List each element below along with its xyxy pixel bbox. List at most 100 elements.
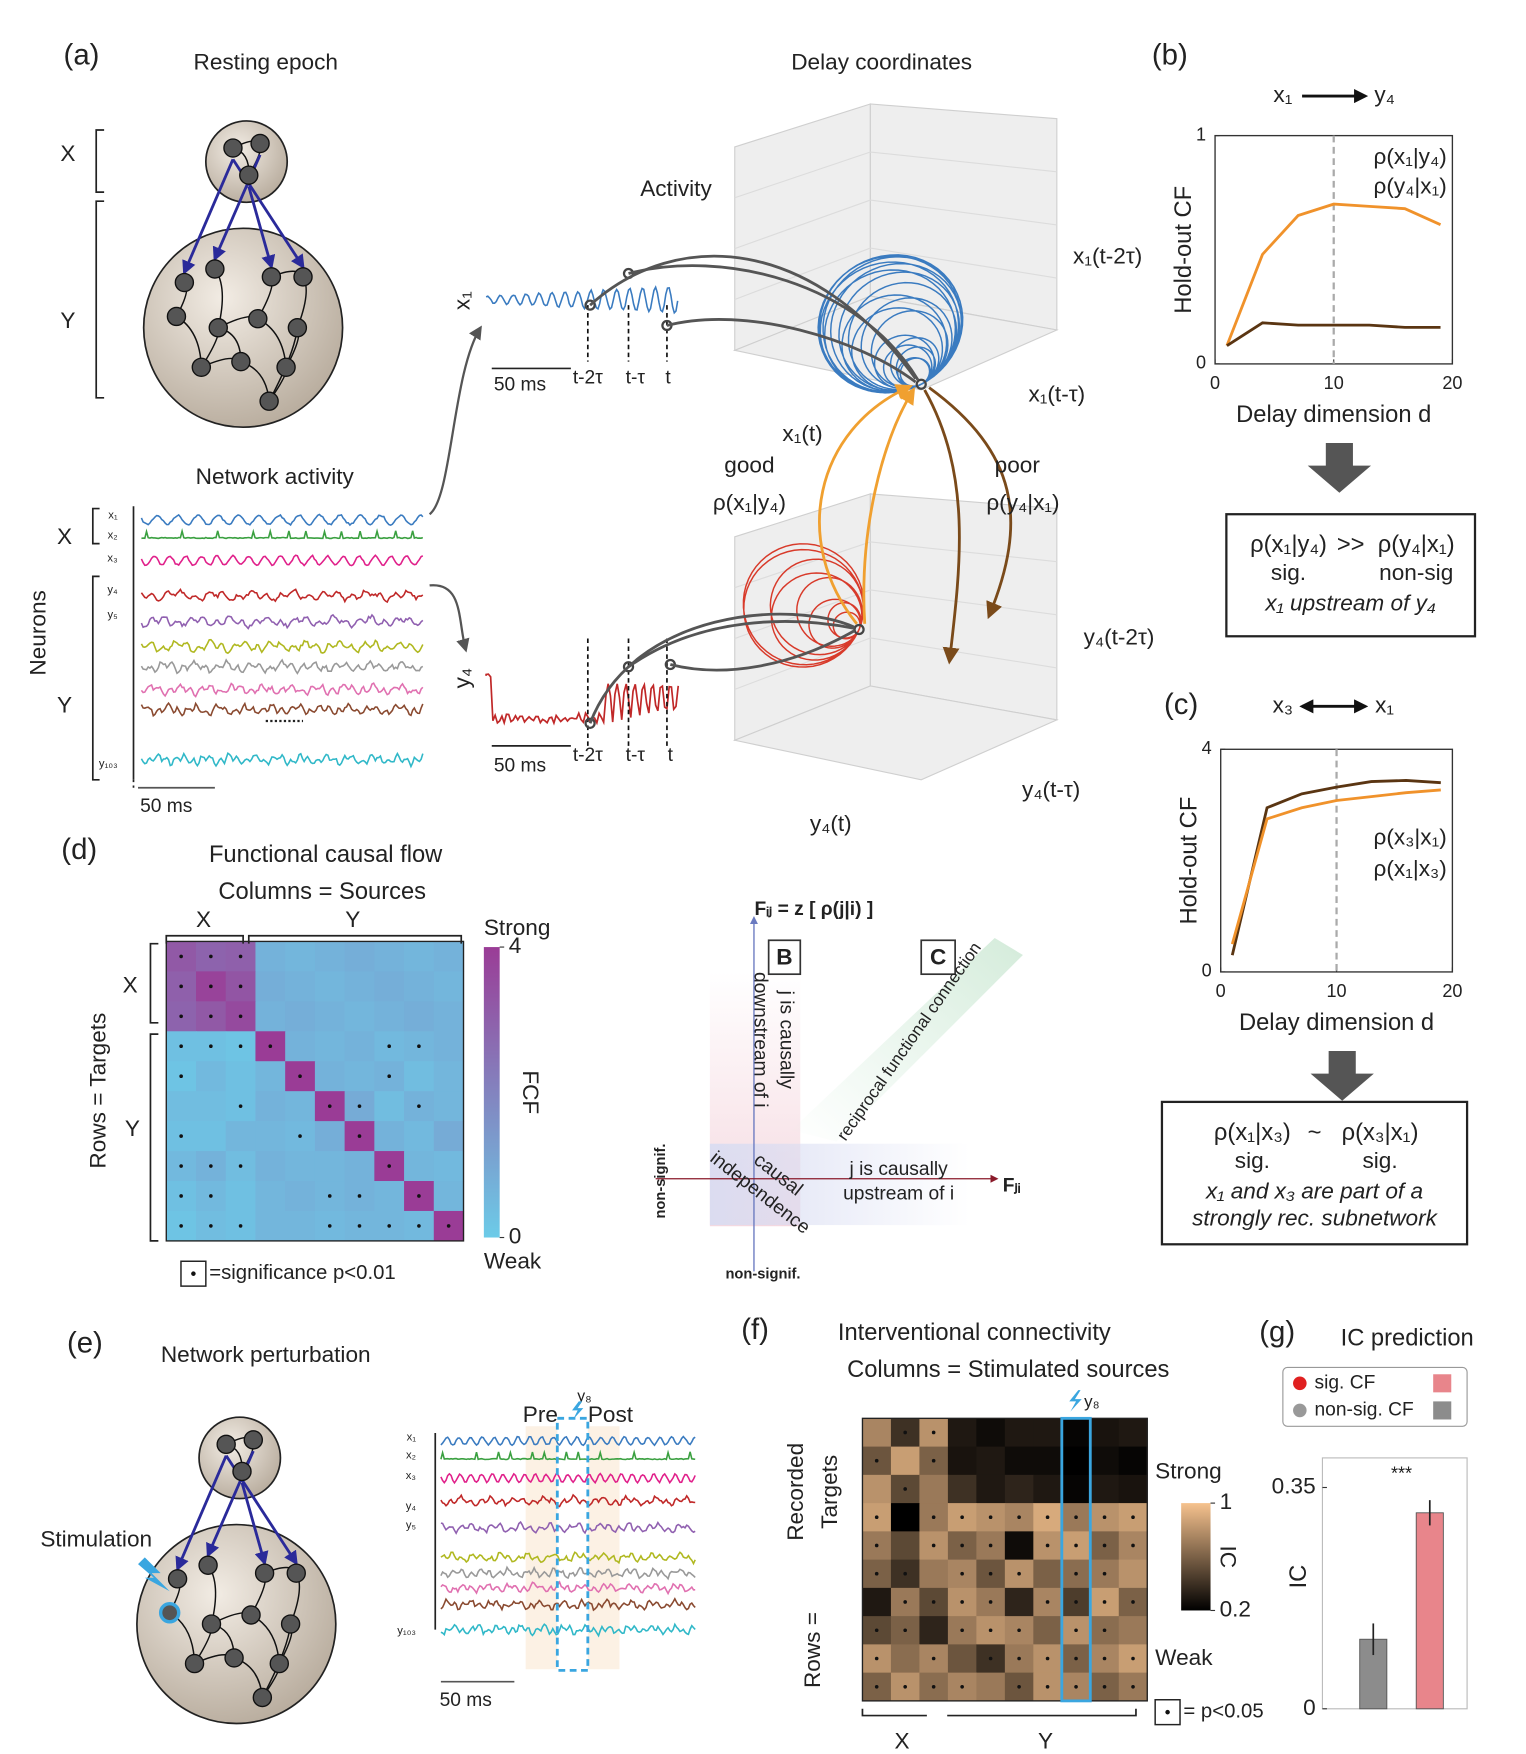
label: ρ(y₄|x₁) — [986, 490, 1059, 515]
label: Y — [125, 1116, 140, 1141]
map-arrow — [669, 629, 856, 672]
significance-dot — [1045, 1515, 1050, 1520]
trace — [440, 1551, 696, 1566]
cell — [314, 1031, 346, 1062]
cell — [1090, 1446, 1120, 1476]
significance-dot — [1131, 1543, 1135, 1548]
cell — [1004, 1587, 1034, 1617]
significance-dot — [327, 1104, 332, 1108]
label: 50 ms — [494, 755, 546, 776]
trace — [140, 658, 424, 675]
x-tick-label: 20 — [1442, 981, 1462, 1001]
series-line — [1230, 779, 1441, 956]
chart-title: Interventional connectivity — [838, 1320, 1111, 1346]
cell — [166, 1091, 197, 1122]
cell — [1004, 1418, 1034, 1448]
significance-dot — [931, 1543, 936, 1548]
cell — [196, 1091, 227, 1122]
neuron — [174, 272, 195, 293]
bar — [1415, 1512, 1444, 1710]
cell — [255, 1181, 286, 1212]
cell — [404, 1061, 435, 1092]
arrow — [428, 325, 482, 516]
cell — [344, 1151, 375, 1182]
subnetwork-x — [198, 1416, 282, 1500]
cell — [1090, 1418, 1120, 1448]
bracket — [149, 942, 159, 1024]
significance-dot — [298, 1134, 302, 1138]
label: ρ(x₁|y₄) — [1250, 532, 1327, 558]
y-tick-label: 0 — [1196, 353, 1206, 373]
neuron — [276, 357, 296, 378]
trace — [440, 1622, 696, 1638]
cell — [976, 1672, 1006, 1702]
trace — [440, 1435, 696, 1447]
significance-dot — [179, 1164, 183, 1168]
significance-dot — [1045, 1684, 1050, 1689]
cell — [255, 971, 286, 1002]
cell — [919, 1616, 949, 1645]
significance-dot — [238, 954, 243, 959]
label: non-signif. — [725, 1267, 800, 1283]
colorbar-tick-label: 0.2 — [1220, 1596, 1251, 1621]
bracket — [947, 1708, 1137, 1717]
significance-dot — [931, 1458, 936, 1463]
label: ρ(x₁|y₄) — [713, 490, 786, 515]
cell — [1061, 1446, 1091, 1476]
cell — [314, 941, 346, 972]
legend-entry: ρ(x₁|x₃) — [1374, 856, 1447, 881]
y-axis-label: IC — [1286, 1565, 1312, 1589]
label: t — [665, 368, 671, 389]
cell — [433, 1031, 465, 1062]
significance-dot — [417, 1194, 421, 1198]
cell — [196, 1061, 227, 1092]
significance-dot — [1074, 1628, 1078, 1633]
rule — [734, 199, 871, 250]
significance-dot — [1102, 1684, 1107, 1689]
cell — [196, 1121, 227, 1152]
bracket — [95, 129, 105, 193]
significance-dot — [903, 1571, 907, 1576]
neuron — [261, 267, 282, 287]
panel-label: (e) — [67, 1327, 103, 1360]
sample — [584, 717, 596, 729]
cell — [255, 1210, 286, 1242]
label: y₄ — [449, 668, 474, 689]
title-source: x₃ — [1273, 692, 1294, 717]
legend-entry: ρ(x₁|y₄) — [1374, 144, 1447, 169]
significance-dot — [903, 1600, 907, 1604]
cell — [225, 1181, 257, 1212]
significance-dot — [209, 954, 213, 959]
significance-dot — [960, 1628, 964, 1633]
trace-label: x₂ — [406, 1450, 416, 1462]
cell — [433, 1151, 465, 1182]
label: x₁(t) — [782, 421, 822, 446]
significance-dot — [903, 1684, 907, 1689]
label: X — [57, 524, 72, 549]
cell — [255, 941, 286, 972]
trace-label: x₃ — [406, 1470, 416, 1482]
significance-dot — [874, 1458, 879, 1463]
significance-dot — [238, 1224, 243, 1228]
trace — [140, 701, 424, 718]
significance-dot — [931, 1600, 936, 1604]
significance-dot — [931, 1684, 936, 1689]
neuron — [223, 138, 243, 158]
label: ρ(y₄|x₁) — [1378, 532, 1455, 558]
significance-dot — [357, 1224, 362, 1228]
label: Targets — [817, 1455, 842, 1529]
significance-dot — [1131, 1515, 1135, 1520]
label: 50 ms — [440, 1690, 492, 1711]
cell — [433, 1091, 465, 1122]
projection — [175, 1455, 228, 1572]
y-axis-label: Hold-out CF — [1176, 797, 1202, 925]
significance-dot — [417, 1104, 421, 1108]
cell — [285, 1031, 316, 1062]
legend-entry: ρ(y₄|x₁) — [1374, 174, 1447, 199]
neuron — [158, 1601, 181, 1624]
cell — [433, 941, 465, 972]
cell — [976, 1446, 1006, 1476]
trace — [485, 673, 680, 726]
trace-label: x₁ — [108, 509, 118, 521]
